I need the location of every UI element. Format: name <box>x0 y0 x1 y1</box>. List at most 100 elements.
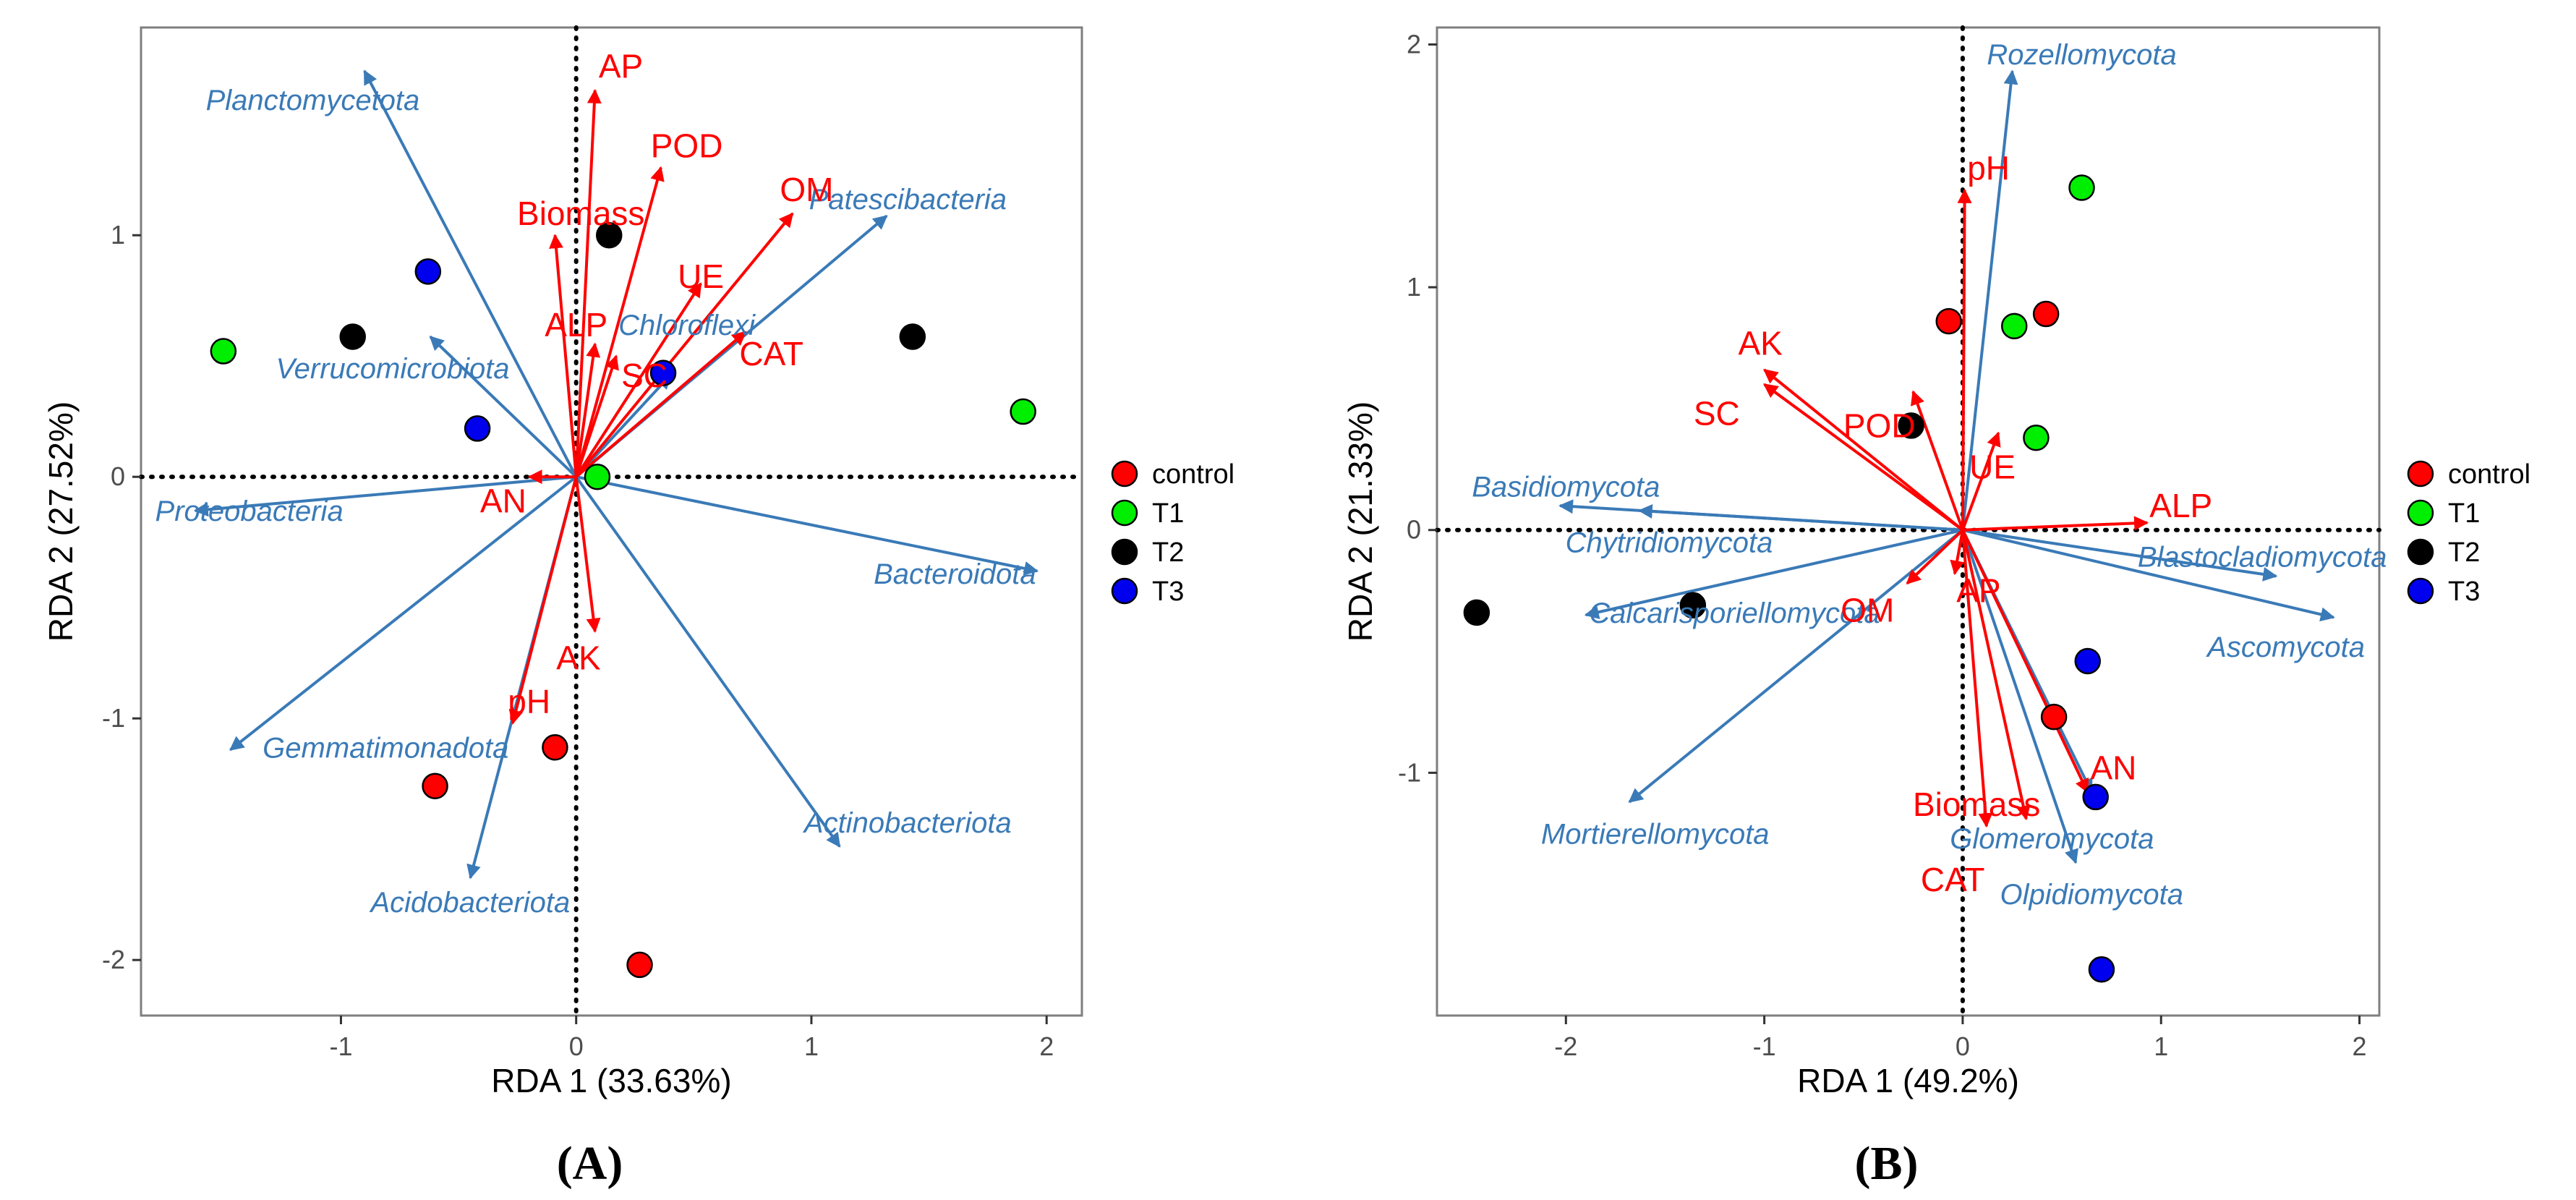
env-label: Biomass <box>517 195 644 232</box>
species-label: Planctomycetota <box>206 85 420 116</box>
env-arrow <box>575 331 747 478</box>
env-label: Biomass <box>1913 786 2040 823</box>
sample-point-t2 <box>1463 599 1490 626</box>
species-arrow <box>363 69 578 478</box>
sample-point-t1 <box>210 338 237 365</box>
sample-points <box>1463 174 2115 983</box>
y-tick-label: 1 <box>1407 272 1421 302</box>
legend-key-t3 <box>2407 577 2434 605</box>
env-arrow <box>1911 390 1964 531</box>
species-label: Patescibacteria <box>809 184 1007 216</box>
env-arrows <box>1763 188 2149 828</box>
x-tick-label: 1 <box>2154 1031 2168 1061</box>
sample-point-t2 <box>595 221 623 249</box>
env-arrow <box>574 342 601 477</box>
legend-label: T2 <box>1152 537 1184 568</box>
x-tick-label: 1 <box>804 1031 819 1061</box>
sample-point-t1 <box>2023 424 2050 451</box>
panel-letter: (A) <box>557 1137 623 1190</box>
sample-point-control <box>2040 703 2068 731</box>
species-arrow <box>429 336 578 478</box>
env-arrow <box>1950 529 1965 576</box>
sample-point-t2 <box>1898 412 1924 439</box>
legend-label: T2 <box>2448 537 2480 568</box>
legend-key-t1 <box>1111 499 1138 527</box>
env-label: AP <box>1956 572 2000 610</box>
sample-point-t2 <box>339 323 366 350</box>
species-label: Chytridiomycota <box>1566 527 1773 559</box>
sample-point-t1 <box>584 463 611 490</box>
env-label: UE <box>678 258 724 295</box>
sample-point-t1 <box>2068 174 2095 201</box>
species-arrow <box>575 476 841 848</box>
legend-key-t3 <box>1111 577 1138 605</box>
env-arrow <box>574 166 665 477</box>
species-arrow <box>1961 529 2078 864</box>
sample-point-t2 <box>899 323 926 350</box>
sample-points <box>210 221 1036 979</box>
species-label: Calcarisporiellomycota <box>1589 597 1880 629</box>
legend: control T1 T2 T3 <box>2407 459 2530 607</box>
x-tick-label: -2 <box>1554 1031 1577 1061</box>
y-tick-label: -1 <box>1398 757 1421 787</box>
plot-panel <box>140 26 1083 1017</box>
sample-point-t3 <box>2088 956 2115 983</box>
env-arrow <box>574 88 602 477</box>
sample-point-t1 <box>2001 312 2028 340</box>
y-tick-label: -1 <box>102 703 125 733</box>
sample-point-t2 <box>1679 592 1707 619</box>
x-tick-label: 2 <box>2353 1031 2367 1061</box>
species-arrow <box>576 475 1039 576</box>
sample-point-t1 <box>1010 398 1036 425</box>
legend-label: control <box>2448 459 2530 490</box>
x-axis-title: RDA 1 (33.63%) <box>491 1062 731 1099</box>
env-arrow <box>1763 383 1964 532</box>
env-arrows <box>508 88 794 725</box>
species-arrow <box>1962 528 2335 622</box>
species-arrow <box>1962 528 2278 582</box>
species-label: Ascomycota <box>2206 631 2365 663</box>
legend-label: T1 <box>1152 498 1184 529</box>
species-label: Bacteroidota <box>874 558 1036 590</box>
y-tick-label: -2 <box>102 945 125 974</box>
species-label: Basidiomycota <box>1472 471 1660 503</box>
sample-point-t3 <box>2074 647 2102 675</box>
env-label: AK <box>1738 324 1783 362</box>
legend-key-control <box>2407 460 2434 488</box>
y-axis-title: RDA 2 (21.33%) <box>1342 401 1379 642</box>
sample-point-control <box>542 734 568 761</box>
env-label: CAT <box>739 335 803 373</box>
species-label: Blastocladiomycota <box>2138 542 2387 574</box>
env-arrow <box>1962 516 2149 532</box>
species-arrow <box>193 475 576 517</box>
plot-panel <box>1436 26 2381 1017</box>
x-axis-title: RDA 1 (49.2%) <box>1797 1062 2019 1099</box>
env-arrow <box>574 476 601 633</box>
env-arrow <box>1961 529 2031 821</box>
x-tick-label: 0 <box>1956 1031 1970 1061</box>
y-tick-label: 0 <box>1407 515 1421 545</box>
env-label: CAT <box>1921 861 1985 898</box>
panel-a: -1 0 1 2 -2 -1 0 1 RDA 1 (33.63%) RDA 2 (27.52%) P… <box>42 25 1234 1190</box>
species-label: Proteobacteria <box>155 495 344 527</box>
env-label: ALP <box>2149 487 2212 524</box>
panel-letter: (B) <box>1855 1137 1919 1190</box>
legend: control T1 T2 T3 <box>1111 459 1234 607</box>
species-arrow <box>1961 69 2018 530</box>
env-arrow <box>1906 529 1964 585</box>
env-arrow <box>1961 431 2001 531</box>
legend-key-t1 <box>2407 499 2434 527</box>
species-label: Rozellomycota <box>1987 39 2176 71</box>
env-arrow <box>508 476 578 725</box>
sample-point-control <box>1935 307 1962 335</box>
sample-point-t3 <box>2082 783 2109 811</box>
legend-label: T1 <box>2448 498 2480 529</box>
species-arrow <box>1584 528 1963 620</box>
env-label: OM <box>1841 592 1894 629</box>
legend-key-t2 <box>1111 538 1138 566</box>
sample-point-t3 <box>464 415 491 442</box>
legend-key-control <box>1111 460 1138 488</box>
env-label: pH <box>1967 150 2010 187</box>
env-label: AN <box>480 482 526 520</box>
species-label: Mortierellomycota <box>1541 818 1770 850</box>
